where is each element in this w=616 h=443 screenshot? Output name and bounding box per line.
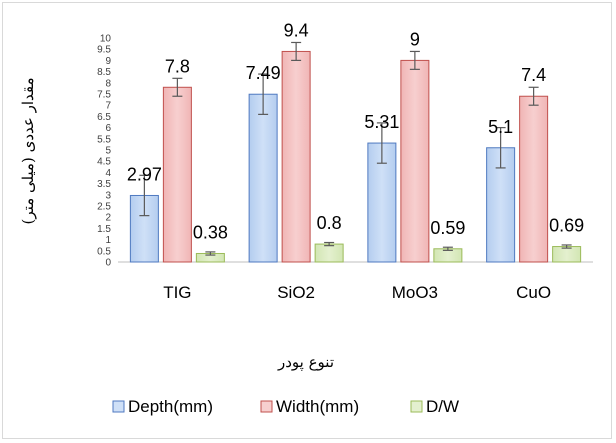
bar-width-mm--sio2	[281, 50, 311, 263]
legend-label: Depth(mm)	[128, 397, 213, 416]
legend-swatch	[410, 400, 423, 413]
y-tick-label: 2	[105, 213, 111, 224]
chart-area: 0 0.5 1 1.5 2 2.5 3 3.5 4 4.5 5 5.5 6 6.5 7 7.5 8 8.5 9 9.5…	[2, 2, 612, 439]
data-label: 0.59	[430, 218, 465, 238]
bar-width-mm--moo3	[400, 59, 430, 263]
error-bar	[561, 244, 572, 249]
legend-label: Width(mm)	[276, 397, 359, 416]
error-bar	[324, 241, 335, 247]
y-tick-label: 9.5	[97, 45, 111, 56]
y-tick-label: 5	[105, 146, 111, 157]
legend-item: Depth(mm)	[112, 397, 213, 416]
error-bars	[139, 41, 572, 256]
data-label: 5.1	[488, 117, 513, 137]
x-axis-title: تنوع پودر	[277, 353, 334, 371]
bar-d-w-sio2	[314, 243, 344, 263]
y-tick-label: 6	[105, 123, 111, 134]
legend-item: Width(mm)	[260, 397, 359, 416]
y-tick-label: 6.5	[97, 112, 111, 123]
y-tick-label: 1	[105, 235, 111, 246]
data-label: 2.97	[127, 164, 162, 184]
y-axis-ticks: 00.511.522.533.544.555.566.577.588.599.5…	[97, 34, 111, 269]
bar-chart: 00.511.522.533.544.555.566.577.588.599.5…	[19, 20, 593, 416]
category-label: TIG	[163, 283, 191, 302]
y-tick-label: 4	[105, 168, 111, 179]
data-label: 0.8	[317, 213, 342, 233]
error-bar	[139, 174, 150, 217]
data-label: 0.69	[549, 216, 584, 236]
y-tick-label: 5.5	[97, 134, 111, 145]
error-bar	[291, 41, 302, 62]
data-label: 9	[410, 29, 420, 49]
category-label: CuO	[516, 283, 551, 302]
bar-width-mm--cuo	[519, 95, 549, 263]
y-tick-label: 7	[105, 101, 111, 112]
data-label: 5.31	[364, 112, 399, 132]
error-bar	[409, 50, 420, 70]
y-tick-label: 2.5	[97, 202, 111, 213]
legend-swatch	[260, 400, 273, 413]
y-tick-label: 9	[105, 56, 111, 67]
bar-d-w-cuo	[552, 246, 582, 263]
error-bar	[495, 126, 506, 169]
data-label: 7.4	[521, 65, 546, 85]
bar-depth-mm--sio2	[248, 93, 278, 263]
category-label: MoO3	[392, 283, 438, 302]
data-label: 7.8	[165, 56, 190, 76]
error-bar	[172, 77, 183, 97]
data-label: 7.49	[246, 63, 281, 83]
y-tick-label: 10	[100, 34, 112, 45]
error-bar	[528, 86, 539, 106]
y-tick-label: 1.5	[97, 224, 111, 235]
y-tick-label: 0.5	[97, 246, 111, 257]
bars	[129, 50, 582, 263]
category-label: SiO2	[277, 283, 315, 302]
data-labels: 2.97 7.8 0.38 7.49 9.4 0.8 5.31 9 0.59 5.1 7.4 0.69	[127, 20, 584, 242]
y-axis-title: مقدار عددی (میلی متر)	[19, 77, 37, 224]
legend: Depth(mm) Width(mm) D/W	[112, 397, 459, 416]
error-bar	[205, 251, 216, 256]
y-tick-label: 3.5	[97, 179, 111, 190]
legend-swatch	[112, 400, 125, 413]
data-label: 9.4	[284, 20, 309, 40]
y-tick-label: 8.5	[97, 67, 111, 78]
y-tick-label: 8	[105, 78, 111, 89]
y-tick-label: 0	[105, 258, 111, 269]
data-label: 0.38	[193, 222, 228, 242]
y-tick-label: 3	[105, 190, 111, 201]
legend-label: D/W	[426, 397, 459, 416]
error-bar	[376, 122, 387, 164]
bar-width-mm--tig	[162, 86, 192, 263]
x-axis-category-labels: TIG SiO2 MoO3 CuO	[163, 283, 551, 302]
error-bar	[442, 246, 453, 251]
bar-depth-mm--cuo	[486, 147, 516, 263]
legend-item: D/W	[410, 397, 459, 416]
error-bar	[258, 73, 269, 115]
y-tick-label: 7.5	[97, 90, 111, 101]
y-tick-label: 4.5	[97, 157, 111, 168]
